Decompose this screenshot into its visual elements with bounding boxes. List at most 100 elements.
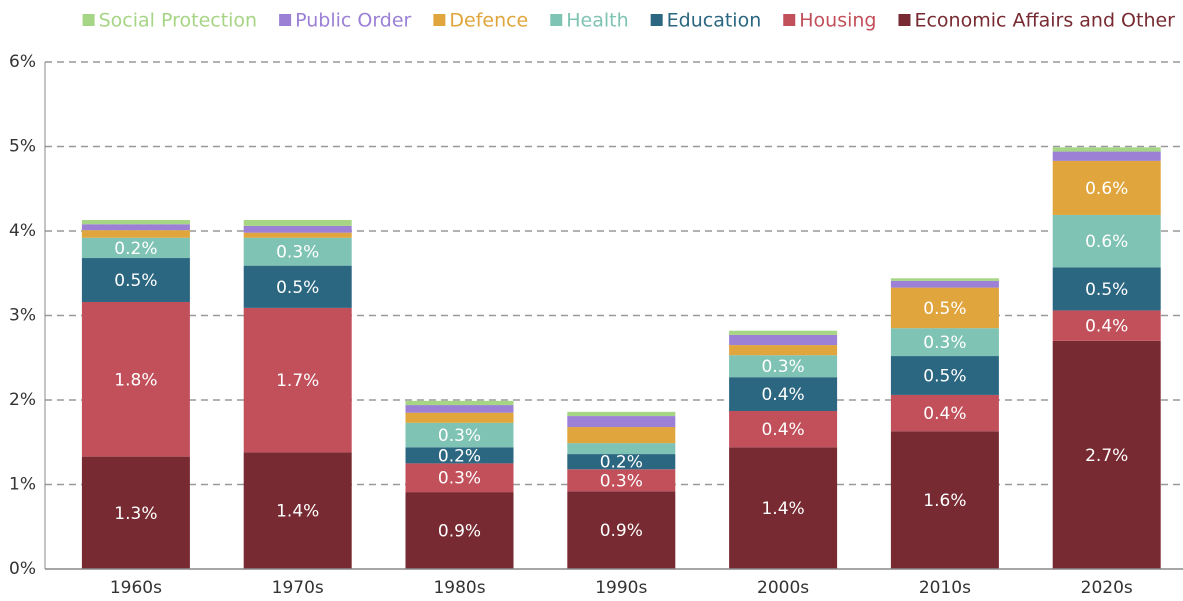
x-tick-label: 2010s xyxy=(919,578,971,598)
x-tick-label: 2020s xyxy=(1081,578,1133,598)
legend-swatch xyxy=(550,14,563,26)
value-label: 1.7% xyxy=(276,371,319,391)
bar-segment xyxy=(243,232,352,238)
value-label: 0.3% xyxy=(438,469,481,489)
bar-segment xyxy=(890,394,999,432)
bar-segment xyxy=(243,452,352,569)
value-label: 0.4% xyxy=(761,420,804,440)
legend-label: Education xyxy=(667,10,762,32)
bar-segment xyxy=(729,345,838,356)
value-label: 0.3% xyxy=(923,333,966,353)
y-tick-label: 5% xyxy=(9,137,36,157)
value-label: 0.2% xyxy=(600,453,643,473)
value-label: 1.6% xyxy=(923,491,966,511)
legend-swatch xyxy=(650,14,663,26)
value-label: 0.2% xyxy=(438,446,481,466)
bar-segment xyxy=(890,431,999,569)
value-label: 0.3% xyxy=(276,243,319,263)
y-tick-label: 3% xyxy=(9,306,36,326)
value-label: 0.6% xyxy=(1085,179,1128,199)
value-label: 1.3% xyxy=(114,504,157,524)
legend-label: Social Protection xyxy=(99,10,258,32)
legend-swatch xyxy=(898,14,911,26)
bar-segment xyxy=(567,416,676,428)
bar-segment xyxy=(243,220,352,226)
bar-segment xyxy=(243,265,352,308)
bar-segment xyxy=(405,492,514,569)
bar-segment xyxy=(81,224,190,231)
value-label: 0.4% xyxy=(923,404,966,424)
value-label: 0.2% xyxy=(114,239,157,259)
value-label: 0.4% xyxy=(761,385,804,405)
bar-segment xyxy=(729,377,838,411)
y-tick-label: 2% xyxy=(9,390,36,410)
bar-segment xyxy=(890,280,999,288)
bar-segment xyxy=(81,230,190,238)
x-tick-label: 1990s xyxy=(595,578,647,598)
bar-segment xyxy=(1052,214,1161,268)
x-tick-label: 1970s xyxy=(272,578,324,598)
bar-segment xyxy=(405,463,514,493)
x-tick-label: 2000s xyxy=(757,578,809,598)
x-tick-label: 1980s xyxy=(433,578,485,598)
bar-segment xyxy=(890,328,999,357)
legend-label: Defence xyxy=(449,10,528,32)
bar-segment xyxy=(567,427,676,444)
bar-segment xyxy=(405,405,514,413)
bar-segment xyxy=(405,412,514,423)
bar-segment xyxy=(1052,267,1161,311)
legend-label: Economic Affairs and Other xyxy=(914,10,1175,32)
bar-segment xyxy=(243,307,352,453)
bar-segment xyxy=(405,400,514,406)
y-tick-label: 6% xyxy=(9,52,36,72)
value-label: 0.3% xyxy=(600,471,643,491)
value-label: 1.4% xyxy=(761,499,804,519)
bar-segment xyxy=(729,447,838,569)
x-tick-label: 1960s xyxy=(110,578,162,598)
y-tick-label: 4% xyxy=(9,221,36,241)
bar-segment xyxy=(81,237,190,259)
value-label: 0.5% xyxy=(923,366,966,386)
value-label: 0.5% xyxy=(276,278,319,298)
bar-segment xyxy=(729,355,838,378)
legend-label: Public Order xyxy=(295,10,411,32)
bar-segment xyxy=(1052,310,1161,341)
bar-segment xyxy=(567,491,676,569)
value-label: 0.9% xyxy=(600,521,643,541)
y-tick-label: 0% xyxy=(9,559,36,579)
value-label: 1.8% xyxy=(114,370,157,390)
bar-segment xyxy=(81,258,190,302)
y-tick-label: 1% xyxy=(9,475,36,495)
bar-segment xyxy=(890,278,999,281)
bar-segment xyxy=(567,454,676,470)
legend-label: Housing xyxy=(799,10,876,32)
legend-swatch xyxy=(82,14,95,26)
value-label: 0.3% xyxy=(761,357,804,377)
bar-segment xyxy=(1052,160,1161,215)
legend-label: Health xyxy=(566,10,628,32)
value-label: 1.4% xyxy=(276,502,319,522)
bar-segment xyxy=(567,469,676,492)
value-label: 0.5% xyxy=(114,271,157,291)
legend-swatch xyxy=(279,14,292,26)
bar-segment xyxy=(243,237,352,266)
bar-segment xyxy=(405,422,514,448)
bar-segment xyxy=(243,225,352,233)
bar-segment xyxy=(729,334,838,346)
value-label: 2.7% xyxy=(1085,446,1128,466)
bar-segment xyxy=(567,411,676,417)
bar-segment xyxy=(1052,147,1161,152)
value-label: 0.3% xyxy=(438,426,481,446)
bar-segment xyxy=(890,287,999,329)
value-label: 0.5% xyxy=(923,299,966,319)
legend-swatch xyxy=(783,14,796,26)
value-label: 0.6% xyxy=(1085,232,1128,252)
bar-segment xyxy=(1052,151,1161,161)
bar-segment xyxy=(729,330,838,335)
bar-segment xyxy=(567,443,676,455)
bar-segment xyxy=(729,410,838,448)
value-label: 0.5% xyxy=(1085,280,1128,300)
bar-segment xyxy=(81,301,190,457)
legend-swatch xyxy=(433,14,446,26)
bar-segment xyxy=(81,220,190,225)
